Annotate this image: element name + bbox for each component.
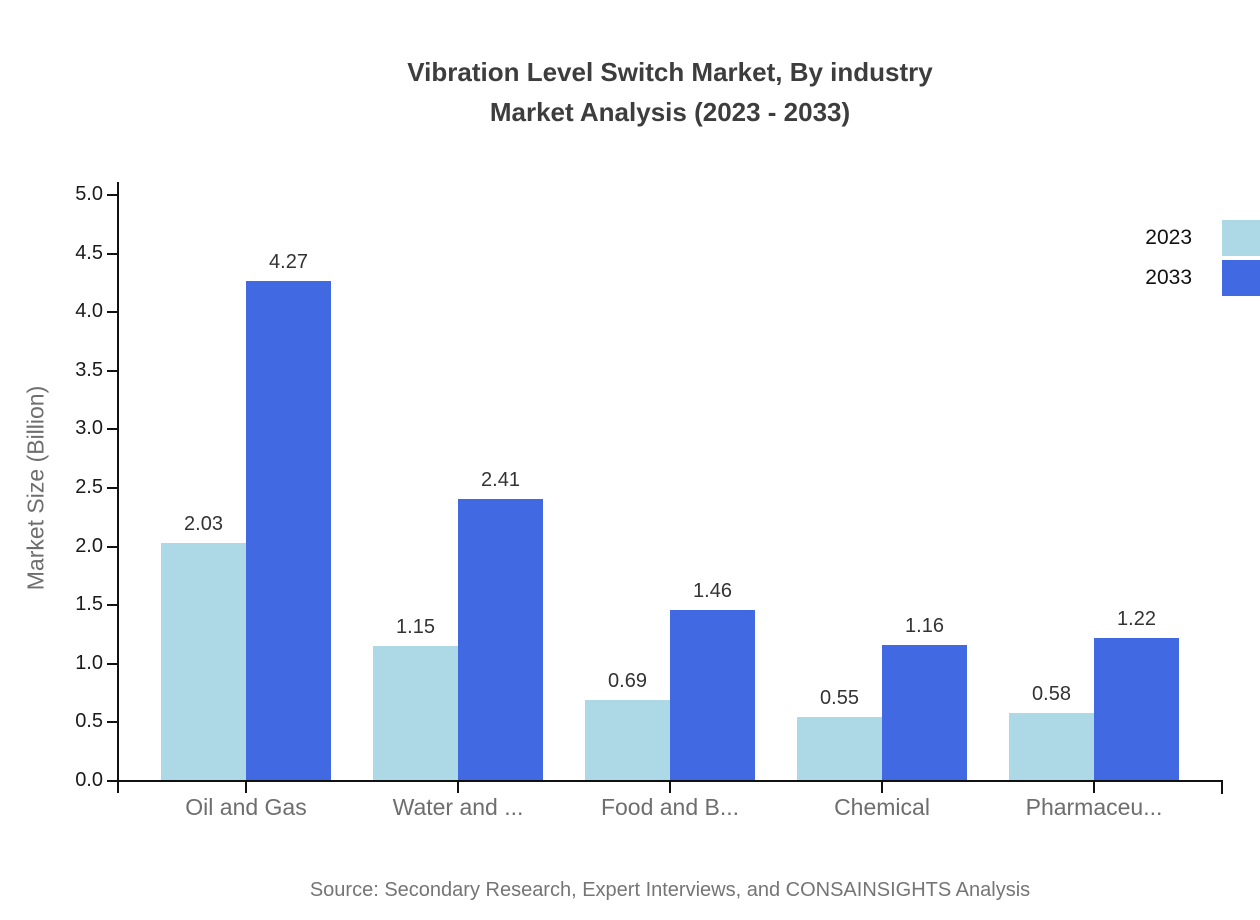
bar-2033-0[interactable]: [246, 280, 331, 781]
y-axis-tick-label: 4.5: [75, 241, 103, 264]
x-category-label-1: Water and ...: [392, 794, 524, 820]
y-axis-tick: [107, 721, 117, 724]
chart-title-line1: Vibration Level Switch Market, By indust…: [407, 57, 933, 87]
y-axis-tick: [107, 487, 117, 489]
x-axis-tick: [1093, 781, 1095, 793]
y-axis-tick-label: 5.0: [75, 183, 103, 205]
y-axis-tick-label: 0.0: [75, 769, 103, 791]
bar-2023-3[interactable]: [797, 716, 882, 781]
y-axis-tick-label: 1.5: [75, 593, 103, 616]
legend-item-2023[interactable]: 2023: [1145, 220, 1260, 256]
bar-2023-4[interactable]: [1009, 713, 1094, 781]
bar-value-label: 2.03: [184, 513, 223, 536]
plot-area: 0.0 0.5 1.0 1.5 2.0 2.5 3.0 3.5 4.0 4.5 5.0 2.03 4.2…: [75, 183, 1222, 820]
legend-swatch-2033-icon: [1222, 260, 1260, 296]
y-axis-tick: [107, 369, 117, 372]
bar-value-label: 1.22: [1117, 608, 1156, 631]
y-axis-tick: [107, 252, 117, 255]
bar-2033-4[interactable]: [1094, 638, 1179, 781]
bar-value-label: 1.46: [693, 579, 732, 602]
x-category-label-3: Chemical: [834, 794, 930, 820]
y-axis-tick: [107, 604, 117, 607]
y-axis-tick: [107, 545, 117, 548]
bar-value-label: 0.69: [608, 670, 647, 693]
y-axis-tick: [107, 194, 117, 196]
legend: 2023 2033: [1145, 220, 1260, 300]
x-axis-end-tick: [1221, 780, 1223, 794]
y-axis-tick-label: 2.5: [75, 476, 103, 498]
x-category-label-0: Oil and Gas: [185, 794, 307, 820]
bar-value-label: 4.27: [269, 250, 308, 273]
chart-title: Vibration Level Switch Market, By indust…: [118, 52, 1222, 132]
bar-2023-2[interactable]: [585, 700, 670, 781]
chart-title-line2: Market Analysis (2023 - 2033): [489, 97, 851, 127]
bar-2033-1[interactable]: [458, 498, 543, 781]
source-note: Source: Secondary Research, Expert Inter…: [309, 879, 1031, 901]
y-axis-tick: [107, 780, 117, 782]
bar-2023-1[interactable]: [373, 646, 458, 781]
y-axis-tick-label: 0.5: [75, 710, 103, 733]
legend-label-2033: 2033: [1145, 266, 1192, 289]
x-axis-tick: [245, 781, 247, 793]
y-axis-tick-label: 3.5: [75, 358, 103, 381]
legend-label-2023: 2023: [1145, 226, 1192, 249]
y-axis-tick-label: 2.0: [75, 534, 103, 557]
legend-item-2033[interactable]: 2033: [1145, 260, 1260, 296]
bar-value-label: 1.16: [905, 615, 944, 638]
x-axis-line: [117, 780, 1223, 782]
bar-2033-3[interactable]: [882, 645, 967, 781]
x-category-label-2: Food and B...: [600, 794, 740, 820]
y-axis-tick: [107, 662, 117, 665]
legend-swatch-2023-icon: [1222, 220, 1260, 256]
y-axis-tick: [107, 311, 117, 314]
x-category-label-4: Pharmaceu...: [1025, 794, 1163, 820]
y-axis-tick-label: 4.0: [75, 300, 103, 323]
bar-value-label: 0.55: [820, 686, 859, 709]
y-axis-tick-label: 3.0: [75, 417, 103, 440]
bar-2023-0[interactable]: [161, 543, 246, 781]
bar-value-label: 2.41: [481, 468, 520, 491]
x-axis-tick: [669, 781, 671, 793]
y-axis-line: [117, 182, 119, 793]
y-axis-tick-label: 1.0: [75, 651, 103, 674]
bar-value-label: 1.15: [396, 616, 435, 639]
x-axis-tick: [881, 781, 883, 793]
y-axis-tick: [107, 428, 117, 431]
bar-2033-2[interactable]: [670, 609, 755, 781]
bar-value-label: 0.58: [1032, 683, 1071, 706]
x-axis-tick: [457, 781, 459, 793]
